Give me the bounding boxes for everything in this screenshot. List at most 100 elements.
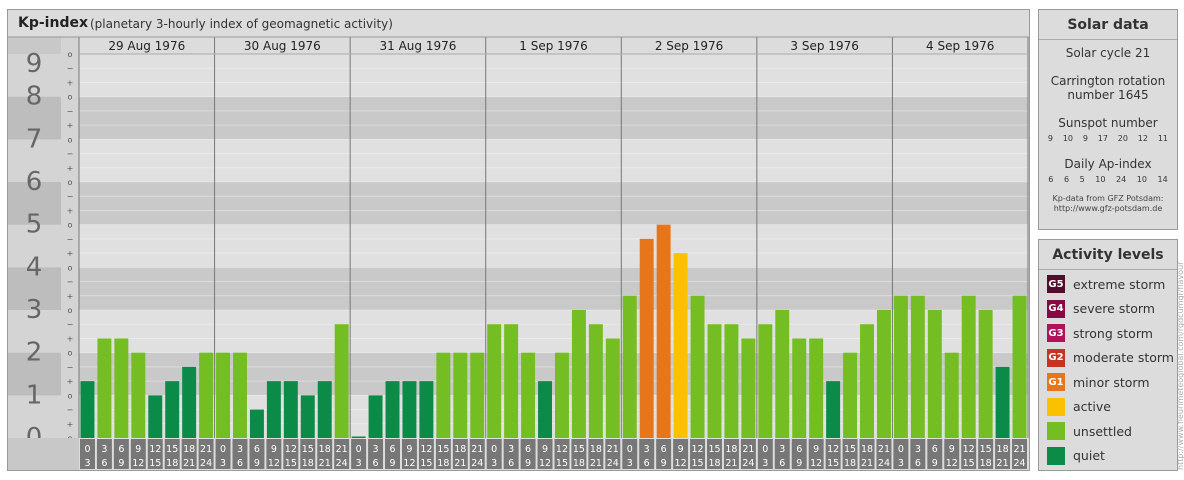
y-tick-band-0 — [8, 395, 61, 438]
y-tick-band-5 — [8, 182, 61, 225]
hour-start-label: 6 — [661, 444, 667, 455]
hour-start-label: 12 — [149, 444, 161, 455]
hour-cell-55 — [1012, 439, 1027, 469]
y-minor-label: + — [67, 334, 74, 343]
hour-start-label: 3 — [508, 444, 514, 455]
kp-bar-23 — [470, 352, 485, 438]
hour-cell-32 — [622, 439, 638, 469]
hour-end-label: 6 — [237, 458, 243, 469]
credit-line2: http://www.gfz-potsdam.de — [1053, 204, 1163, 213]
activity-legend: G5 extreme storm G4 severe storm G3 strong st… — [1039, 270, 1177, 468]
hour-start-label: 21 — [471, 444, 483, 455]
hour-end-label: 24 — [607, 458, 619, 469]
legend-swatch: G2 — [1047, 348, 1065, 367]
hour-end-label: 9 — [661, 458, 667, 469]
day-label-0: 29 Aug 1976 — [108, 39, 185, 53]
hour-end-label: 3 — [491, 458, 497, 469]
hour-cell-49 — [910, 439, 926, 469]
legend-item-moderate-storm: G2 moderate storm — [1039, 346, 1177, 371]
hour-cell-40 — [757, 439, 773, 469]
y-tick-band-8 — [8, 54, 61, 97]
hour-end-label: 18 — [844, 458, 856, 469]
y-minor-label: − — [67, 363, 74, 372]
y-minor-label: + — [67, 78, 74, 87]
hour-cell-11 — [266, 439, 282, 469]
kp-bar-37 — [707, 324, 722, 438]
kp-bar-29 — [571, 310, 586, 438]
legend-label: strong storm — [1073, 325, 1153, 341]
hour-start-label: 21 — [200, 444, 212, 455]
hour-start-label: 21 — [336, 444, 348, 455]
legend-swatch — [1047, 397, 1065, 416]
kp-bar-10 — [249, 409, 264, 438]
hour-cell-29 — [571, 439, 587, 469]
y-minor-label: − — [67, 64, 74, 73]
hour-cell-52 — [961, 439, 977, 469]
hour-cell-1 — [96, 439, 112, 469]
band-3 — [79, 267, 1028, 310]
solar-cycle: Solar cycle 21 — [1065, 46, 1151, 60]
kp-bar-7 — [199, 352, 214, 438]
ap-value-5: 10 — [1136, 175, 1147, 184]
hour-end-label: 6 — [644, 458, 650, 469]
kp-bar-52 — [961, 295, 976, 438]
y-tick-label-7: 7 — [26, 124, 43, 154]
hour-start-label: 18 — [997, 444, 1009, 455]
hour-end-label: 24 — [471, 458, 483, 469]
legend-label: unsettled — [1073, 423, 1132, 439]
hour-cell-19 — [401, 439, 417, 469]
hour-start-label: 15 — [844, 444, 856, 455]
kp-header: Kp-index (planetary 3-hourly index of ge… — [8, 10, 1029, 36]
hour-end-label: 24 — [742, 458, 754, 469]
kp-bar-5 — [165, 381, 180, 438]
y-tick-label-4: 4 — [26, 252, 43, 282]
hour-end-label: 9 — [932, 458, 938, 469]
y-minor-label: − — [67, 278, 74, 287]
kp-bar-18 — [385, 381, 400, 438]
sunspot-label: Sunspot number — [1058, 116, 1158, 130]
hour-end-label: 15 — [149, 458, 161, 469]
y-minor-label: o — [68, 221, 73, 230]
hour-cell-31 — [605, 439, 621, 469]
hour-end-label: 18 — [573, 458, 585, 469]
hour-start-label: 0 — [898, 444, 904, 455]
sunspot-value-1: 10 — [1062, 134, 1074, 143]
kp-bar-14 — [317, 381, 332, 438]
kp-bar-39 — [741, 338, 756, 438]
hour-start-label: 3 — [101, 444, 107, 455]
hour-start-label: 9 — [542, 444, 548, 455]
hour-cell-25 — [503, 439, 519, 469]
solar-data-panel: Solar data Solar cycle 21 Carrington rot… — [1038, 9, 1178, 230]
ap-value-0: 6 — [1048, 175, 1054, 184]
kp-bar-20 — [419, 381, 434, 438]
hour-cell-45 — [842, 439, 858, 469]
hour-start-label: 15 — [166, 444, 178, 455]
hour-end-label: 9 — [118, 458, 124, 469]
hour-end-label: 6 — [101, 458, 107, 469]
legend-label: minor storm — [1073, 374, 1150, 390]
hour-end-label: 18 — [302, 458, 314, 469]
y-tick-label-2: 2 — [26, 338, 43, 368]
hour-start-label: 6 — [796, 444, 802, 455]
hour-end-label: 15 — [420, 458, 432, 469]
kp-bar-53 — [978, 310, 993, 438]
y-minor-label: − — [67, 150, 74, 159]
hour-start-label: 6 — [932, 444, 938, 455]
kp-bar-54 — [995, 366, 1010, 438]
hour-start-label: 21 — [878, 444, 890, 455]
hour-cell-42 — [791, 439, 807, 469]
hour-end-label: 12 — [810, 458, 822, 469]
hour-end-label: 18 — [980, 458, 992, 469]
hour-start-label: 12 — [556, 444, 568, 455]
kp-bar-33 — [639, 238, 654, 438]
y-minor-label: − — [67, 107, 74, 116]
sunspot-value-3: 17 — [1097, 134, 1108, 143]
hour-cell-53 — [978, 439, 994, 469]
y-tick-label-6: 6 — [26, 167, 43, 197]
hour-start-label: 18 — [725, 444, 737, 455]
hour-cell-36 — [690, 439, 706, 469]
kp-bar-35 — [673, 253, 688, 438]
hour-cell-5 — [164, 439, 180, 469]
legend-swatch: G5 — [1047, 275, 1065, 294]
hour-start-label: 3 — [237, 444, 243, 455]
